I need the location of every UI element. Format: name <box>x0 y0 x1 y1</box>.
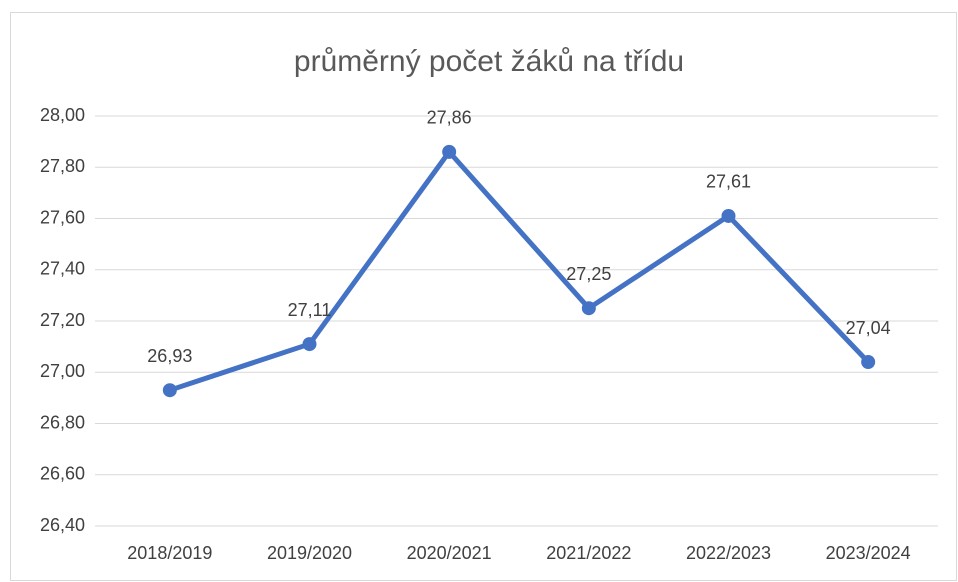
x-tick-label: 2018/2019 <box>127 543 212 563</box>
x-tick-label: 2022/2023 <box>686 543 771 563</box>
y-tick-label: 27,40 <box>40 259 85 279</box>
point-marker <box>442 144 457 159</box>
y-tick-label: 27,80 <box>40 156 85 176</box>
y-tick-label: 26,60 <box>40 464 85 484</box>
x-tick-label: 2021/2022 <box>546 543 631 563</box>
series-line <box>169 149 870 393</box>
x-tick-label: 2019/2020 <box>267 543 352 563</box>
chart-title: průměrný počet žáků na třídu <box>294 45 684 78</box>
data-label: 27,11 <box>288 300 332 320</box>
point-marker <box>861 355 876 369</box>
y-tick-label: 28,00 <box>40 105 85 125</box>
y-tick-label: 26,40 <box>40 515 85 535</box>
x-tick-label: 2020/2021 <box>407 543 492 563</box>
data-label: 27,86 <box>427 108 472 128</box>
y-tick-label: 27,00 <box>40 361 85 381</box>
point-marker <box>162 383 177 398</box>
y-tick-label: 27,20 <box>40 310 85 330</box>
y-tick-label: 26,80 <box>40 412 85 432</box>
chart-border <box>10 12 957 581</box>
y-tick-label: 27,60 <box>40 207 85 227</box>
point-marker <box>302 337 317 352</box>
data-label: 26,93 <box>147 346 192 366</box>
data-label: 27,04 <box>846 318 891 338</box>
data-label: 27,61 <box>706 172 751 192</box>
point-marker <box>581 301 596 316</box>
data-label: 27,25 <box>566 264 611 284</box>
point-marker <box>721 208 736 223</box>
x-tick-label: 2023/2024 <box>826 543 911 563</box>
